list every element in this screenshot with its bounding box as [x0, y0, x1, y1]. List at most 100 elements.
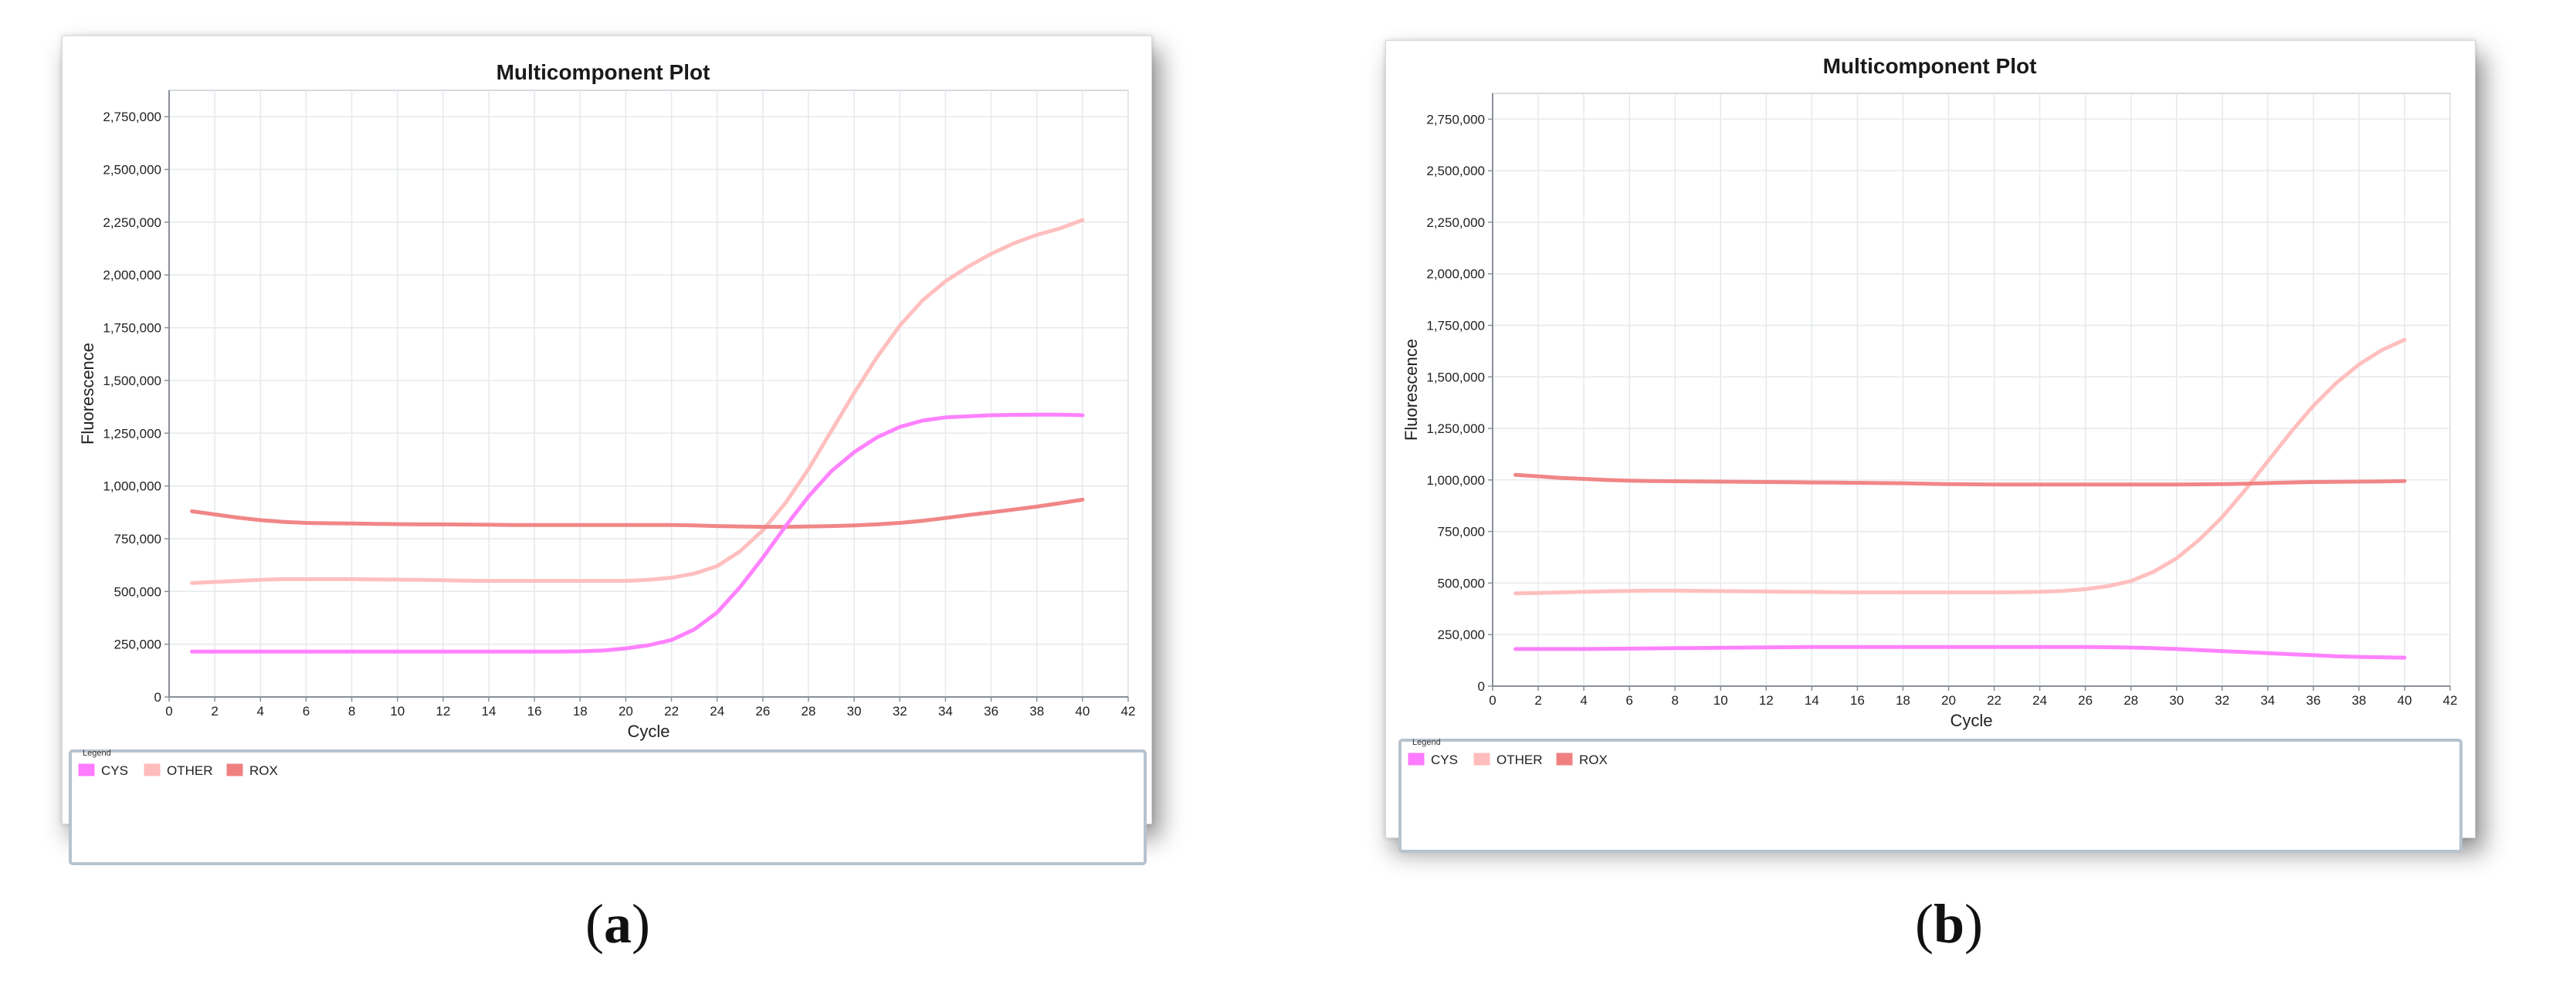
- x-tick-label: 36: [984, 704, 998, 719]
- series-line-rox: [1513, 472, 2407, 487]
- plot-area: [1492, 93, 2451, 687]
- x-tick-label: 0: [165, 704, 172, 719]
- x-tick-label: 30: [847, 704, 862, 719]
- y-tick-label: 500,000: [114, 584, 161, 599]
- x-tick-label: 8: [1671, 693, 1678, 708]
- x-tick-label: 4: [257, 704, 264, 719]
- y-tick-label: 750,000: [114, 532, 161, 546]
- y-tick-label: 2,750,000: [103, 110, 161, 124]
- y-tick-label: 2,250,000: [103, 215, 161, 230]
- y-tick-label: 2,250,000: [1426, 215, 1485, 230]
- panel-caption-letter: a: [604, 893, 632, 955]
- legend-box: [1398, 739, 2462, 853]
- x-tick-label: 14: [1805, 693, 1819, 708]
- legend-box: [69, 749, 1147, 865]
- legend-label-other: OTHER: [167, 763, 213, 778]
- y-tick-label: 1,500,000: [1426, 370, 1485, 384]
- x-tick-label: 14: [482, 704, 497, 719]
- x-tick-label: 28: [2124, 693, 2138, 708]
- y-tick-label: 1,500,000: [103, 374, 161, 388]
- x-tick-label: 12: [436, 704, 450, 719]
- x-tick-label: 42: [1121, 704, 1136, 719]
- x-tick-label: 28: [802, 704, 816, 719]
- x-tick-label: 40: [1075, 704, 1090, 719]
- y-tick-label: 2,750,000: [1426, 112, 1485, 127]
- x-tick-label: 2: [211, 704, 218, 719]
- legend-swatch-rox: [1555, 752, 1574, 766]
- legend-label-other: OTHER: [1496, 753, 1543, 767]
- legend-label-rox: ROX: [1579, 753, 1608, 767]
- series-line-other: [190, 218, 1085, 585]
- x-tick-label: 10: [390, 704, 405, 719]
- chart-title: Multicomponent Plot: [1823, 54, 2037, 78]
- x-tick-label: 42: [2443, 693, 2458, 708]
- y-tick-label: 1,750,000: [1426, 319, 1485, 333]
- y-tick-label: 2,000,000: [1426, 267, 1485, 282]
- x-tick-label: 26: [2078, 693, 2093, 708]
- x-tick-label: 8: [348, 704, 355, 719]
- legend-label-cys: CYS: [1431, 753, 1458, 767]
- y-axis-label: Fluorescence: [78, 343, 97, 445]
- x-tick-label: 22: [664, 704, 679, 719]
- x-tick-label: 32: [893, 704, 907, 719]
- x-tick-label: 20: [619, 704, 633, 719]
- y-tick-label: 250,000: [114, 638, 161, 652]
- x-tick-label: 12: [1759, 693, 1774, 708]
- y-tick-label: 750,000: [1438, 525, 1485, 540]
- x-tick-label: 24: [710, 704, 724, 719]
- x-tick-label: 6: [1625, 693, 1632, 708]
- panel-caption-a: (a): [585, 893, 650, 955]
- x-tick-label: 40: [2397, 693, 2412, 708]
- y-tick-label: 1,750,000: [103, 321, 161, 336]
- x-tick-label: 34: [938, 704, 953, 719]
- series-line-cys: [1513, 644, 2407, 660]
- chart-panel-a: Multicomponent Plot 0 2 4 6 8 10 12 14 16 18 20 22 24…: [62, 36, 1152, 865]
- x-tick-label: 20: [1941, 693, 1956, 708]
- x-tick-label: 0: [1489, 693, 1496, 708]
- x-axis-label: Cycle: [1950, 711, 1992, 730]
- x-tick-label: 22: [1987, 693, 2001, 708]
- legend-swatch-cys: [77, 763, 96, 777]
- x-tick-label: 36: [2306, 693, 2320, 708]
- x-tick-label: 16: [1850, 693, 1865, 708]
- legend-label-cys: CYS: [101, 763, 128, 778]
- y-tick-label: 250,000: [1438, 627, 1485, 642]
- x-tick-label: 4: [1580, 693, 1587, 708]
- legend-swatch-other: [143, 763, 161, 777]
- series-line-cys: [190, 412, 1085, 654]
- x-tick-label: 26: [755, 704, 770, 719]
- y-tick-label: 2,500,000: [1426, 164, 1485, 178]
- y-tick-label: 0: [1478, 679, 1485, 694]
- chart-title: Multicomponent Plot: [497, 60, 710, 84]
- legend-title: Legend: [1412, 738, 1441, 747]
- x-tick-label: 32: [2215, 693, 2229, 708]
- y-tick-label: 2,000,000: [103, 268, 161, 282]
- x-tick-label: 24: [2032, 693, 2047, 708]
- x-tick-label: 16: [527, 704, 542, 719]
- x-tick-label: 38: [1029, 704, 1044, 719]
- x-axis-label: Cycle: [627, 722, 669, 741]
- y-tick-label: 2,500,000: [103, 163, 161, 178]
- y-tick-label: 500,000: [1438, 576, 1485, 590]
- x-tick-label: 18: [1896, 693, 1910, 708]
- x-tick-label: 18: [573, 704, 588, 719]
- y-tick-label: 1,250,000: [1426, 421, 1485, 436]
- legend-label-rox: ROX: [249, 763, 278, 778]
- y-tick-label: 0: [154, 690, 161, 705]
- x-tick-label: 38: [2351, 693, 2366, 708]
- legend-swatch-cys: [1407, 752, 1425, 766]
- x-tick-label: 34: [2260, 693, 2275, 708]
- series-line-rox: [190, 497, 1085, 529]
- chart-panel-b: Multicomponent Plot 0 2 4 6 8 10 12 14 16 18 20 22 24…: [1385, 40, 2476, 853]
- y-axis-label: Fluorescence: [1402, 339, 1421, 441]
- x-tick-label: 30: [2169, 693, 2184, 708]
- y-tick-label: 1,000,000: [1426, 473, 1485, 488]
- series-line-other: [1513, 337, 2407, 596]
- legend-swatch-other: [1473, 752, 1491, 766]
- x-tick-label: 10: [1713, 693, 1728, 708]
- legend-swatch-rox: [225, 763, 244, 777]
- x-tick-label: 6: [303, 704, 310, 719]
- y-tick-label: 1,000,000: [103, 479, 161, 494]
